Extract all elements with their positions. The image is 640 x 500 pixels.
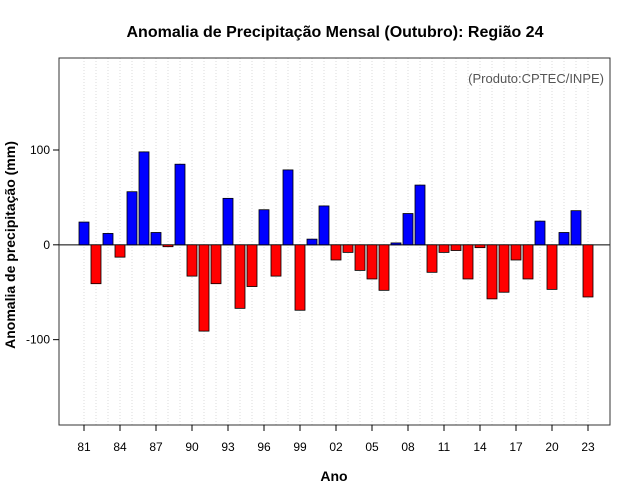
- bar-2022: [570, 210, 582, 246]
- x-tick-label: 08: [401, 440, 415, 454]
- bar-2011: [438, 244, 450, 253]
- x-tick-label: 23: [581, 440, 595, 454]
- bar-2002: [330, 244, 342, 261]
- bar-1987: [150, 232, 162, 246]
- bar-2009: [414, 184, 426, 246]
- x-axis-title: Ano: [320, 468, 347, 484]
- x-tick-label: 20: [545, 440, 559, 454]
- bar-1985: [126, 191, 138, 246]
- bar-1989: [174, 163, 186, 246]
- bar-2016: [498, 244, 510, 293]
- y-tick-label: 100: [30, 143, 50, 157]
- bar-1984: [114, 244, 126, 258]
- bar-1997: [270, 244, 282, 277]
- y-axis: -100 0 100: [26, 143, 59, 347]
- bar-2006: [378, 244, 390, 291]
- bar-1986: [138, 151, 150, 246]
- bar-1998: [282, 169, 294, 246]
- bar-1994: [234, 244, 246, 309]
- bar-2023: [582, 244, 594, 298]
- bar-2007: [390, 242, 402, 246]
- bar-2004: [354, 244, 366, 271]
- bar-2008: [402, 213, 414, 246]
- chart-title: Anomalia de Precipitação Mensal (Outubro…: [127, 24, 544, 41]
- bar-1982: [90, 244, 102, 285]
- bar-1993: [222, 197, 234, 246]
- bar-2018: [522, 244, 534, 280]
- plot-frame: [58, 57, 611, 426]
- x-tick-label: 87: [149, 440, 163, 454]
- bar-2013: [462, 244, 474, 280]
- bar-2003: [342, 244, 354, 253]
- x-tick-label: 05: [365, 440, 379, 454]
- bar-2017: [510, 244, 522, 261]
- bar-1988: [162, 244, 174, 248]
- x-tick-label: 90: [185, 440, 199, 454]
- bar-2000: [306, 238, 318, 246]
- bar-1990: [186, 244, 198, 277]
- y-axis-title: Anomalia de precipitação (mm): [2, 141, 18, 349]
- bar-2015: [486, 244, 498, 300]
- x-tick-label: 02: [329, 440, 343, 454]
- bar-1981: [78, 221, 90, 246]
- y-tick-label: -100: [26, 333, 50, 347]
- bar-1996: [258, 209, 270, 246]
- bar-2019: [534, 220, 546, 246]
- x-tick-label: 99: [293, 440, 307, 454]
- bar-2001: [318, 205, 330, 246]
- x-tick-label: 81: [77, 440, 91, 454]
- bar-2020: [546, 244, 558, 290]
- bar-1992: [210, 244, 222, 285]
- source-credit: (Produto:CPTEC/INPE): [468, 71, 604, 86]
- bar-1995: [246, 244, 258, 287]
- bar-1991: [198, 244, 210, 332]
- bar-2012: [450, 244, 462, 251]
- x-tick-label: 14: [473, 440, 487, 454]
- x-tick-label: 17: [509, 440, 523, 454]
- bar-2021: [558, 232, 570, 246]
- x-tick-label: 96: [257, 440, 271, 454]
- bar-2005: [366, 244, 378, 280]
- x-tick-label: 84: [113, 440, 127, 454]
- bars: [78, 151, 594, 332]
- x-tick-label: 11: [438, 440, 451, 454]
- bar-1999: [294, 244, 306, 311]
- bar-2014: [474, 244, 486, 249]
- x-tick-label: 93: [221, 440, 235, 454]
- y-tick-label: 0: [43, 238, 50, 252]
- bar-1983: [102, 233, 114, 246]
- x-axis: 81 84 87 90 93 96 99 02 05 08 11 14 17 20 23: [77, 425, 595, 454]
- bar-2010: [426, 244, 438, 273]
